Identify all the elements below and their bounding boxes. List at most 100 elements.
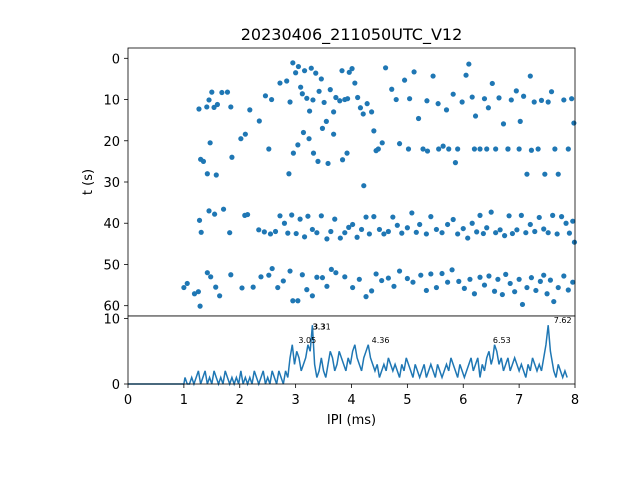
scatter-point [436, 146, 442, 152]
scatter-point [293, 70, 299, 76]
scatter-point [371, 214, 377, 220]
histogram-x-tick-label: 6 [459, 393, 467, 408]
scatter-point [547, 277, 554, 283]
scatter-point [321, 99, 327, 106]
scatter-point [227, 230, 233, 236]
scatter-point [197, 303, 203, 309]
scatter-point [420, 146, 426, 152]
scatter-point [258, 274, 264, 280]
scatter-point [206, 208, 212, 214]
scatter-point [390, 214, 396, 220]
scatter-point [391, 283, 397, 289]
scatter-point [272, 228, 279, 235]
scatter-point [328, 266, 334, 273]
scatter-point [269, 265, 275, 272]
scatter-point [289, 212, 295, 218]
scatter-y-tick-label: 0 [112, 52, 120, 67]
scatter-point [275, 284, 281, 291]
scatter-point [346, 69, 352, 75]
scatter-point [299, 272, 305, 278]
scatter-point [262, 93, 269, 99]
scatter-point [404, 225, 410, 231]
scatter-point [535, 146, 541, 152]
scatter-point [541, 272, 547, 278]
scatter-point [327, 87, 333, 93]
scatter-point [361, 183, 367, 189]
scatter-point [385, 228, 391, 235]
scatter-point [285, 230, 291, 236]
scatter-point [493, 230, 499, 236]
scatter-point [308, 65, 314, 71]
scatter-point [339, 157, 346, 163]
peak-label: 7.62 [554, 316, 572, 325]
scatter-y-tick-label: 30 [103, 176, 120, 191]
scatter-point [411, 69, 417, 75]
scatter-point [544, 291, 550, 297]
scatter-point [491, 288, 498, 294]
scatter-point [349, 66, 355, 72]
scatter-point [213, 172, 219, 178]
scatter-point [524, 284, 530, 291]
scatter-point [286, 171, 292, 177]
scatter-point [213, 284, 219, 290]
scatter-point [214, 101, 220, 108]
scatter-point [502, 233, 508, 239]
histogram-x-tick-label: 0 [124, 393, 132, 408]
scatter-point [342, 230, 348, 236]
scatter-point [570, 279, 576, 285]
scatter-point [323, 118, 329, 124]
scatter-point [239, 285, 245, 291]
scatter-point [228, 272, 234, 278]
scatter-point [195, 289, 201, 295]
scatter-point [324, 236, 330, 242]
scatter-point [319, 125, 326, 131]
scatter-point [443, 107, 450, 113]
scatter-point [450, 216, 456, 223]
scatter-point [440, 143, 446, 149]
scatter-point [423, 287, 429, 294]
histogram-x-tick-label: 4 [347, 393, 355, 408]
scatter-point [488, 209, 494, 215]
scatter-point [331, 109, 337, 115]
scatter-point [332, 216, 338, 222]
peak-label: 3.31 [313, 323, 331, 332]
histogram-x-tick-label: 8 [571, 393, 579, 408]
scatter-point [256, 118, 262, 124]
scatter-point [385, 275, 391, 281]
scatter-point [281, 220, 288, 226]
scatter-y-tick-label: 50 [103, 258, 120, 273]
scatter-point [571, 239, 578, 245]
scatter-point [328, 228, 334, 235]
scatter-point [331, 131, 337, 137]
scatter-point [301, 234, 308, 240]
scatter-point [430, 73, 436, 79]
scatter-point [477, 212, 483, 218]
histogram-axes: 3.05 3.33.31 4.36 6.53 7.62 0 10 0 1 2 3 4 5 6 7 8 IP… [103, 313, 579, 428]
scatter-point [565, 146, 571, 152]
scatter-point [428, 214, 434, 220]
scatter-point [228, 104, 234, 110]
scatter-point [533, 287, 539, 294]
scatter-point [277, 213, 283, 219]
scatter-point [521, 93, 527, 99]
scatter-point [224, 89, 231, 95]
scatter-point [551, 298, 557, 305]
peak-label: 4.36 [372, 336, 390, 345]
scatter-point [505, 146, 511, 152]
scatter-point [512, 289, 518, 295]
scatter-point [424, 98, 430, 104]
scatter-point [555, 171, 561, 177]
scatter-point [452, 160, 459, 166]
scatter-point [471, 146, 478, 152]
scatter-point [435, 101, 441, 107]
scatter-point [318, 76, 324, 82]
scatter-y-ticks: 0 10 20 30 40 50 60 [103, 52, 128, 315]
scatter-point [480, 230, 486, 237]
scatter-point [486, 273, 492, 279]
scatter-point [569, 96, 575, 102]
scatter-point [206, 97, 212, 103]
scatter-y-tick-label: 20 [103, 135, 120, 150]
scatter-point [363, 214, 369, 220]
scatter-point [513, 88, 519, 94]
